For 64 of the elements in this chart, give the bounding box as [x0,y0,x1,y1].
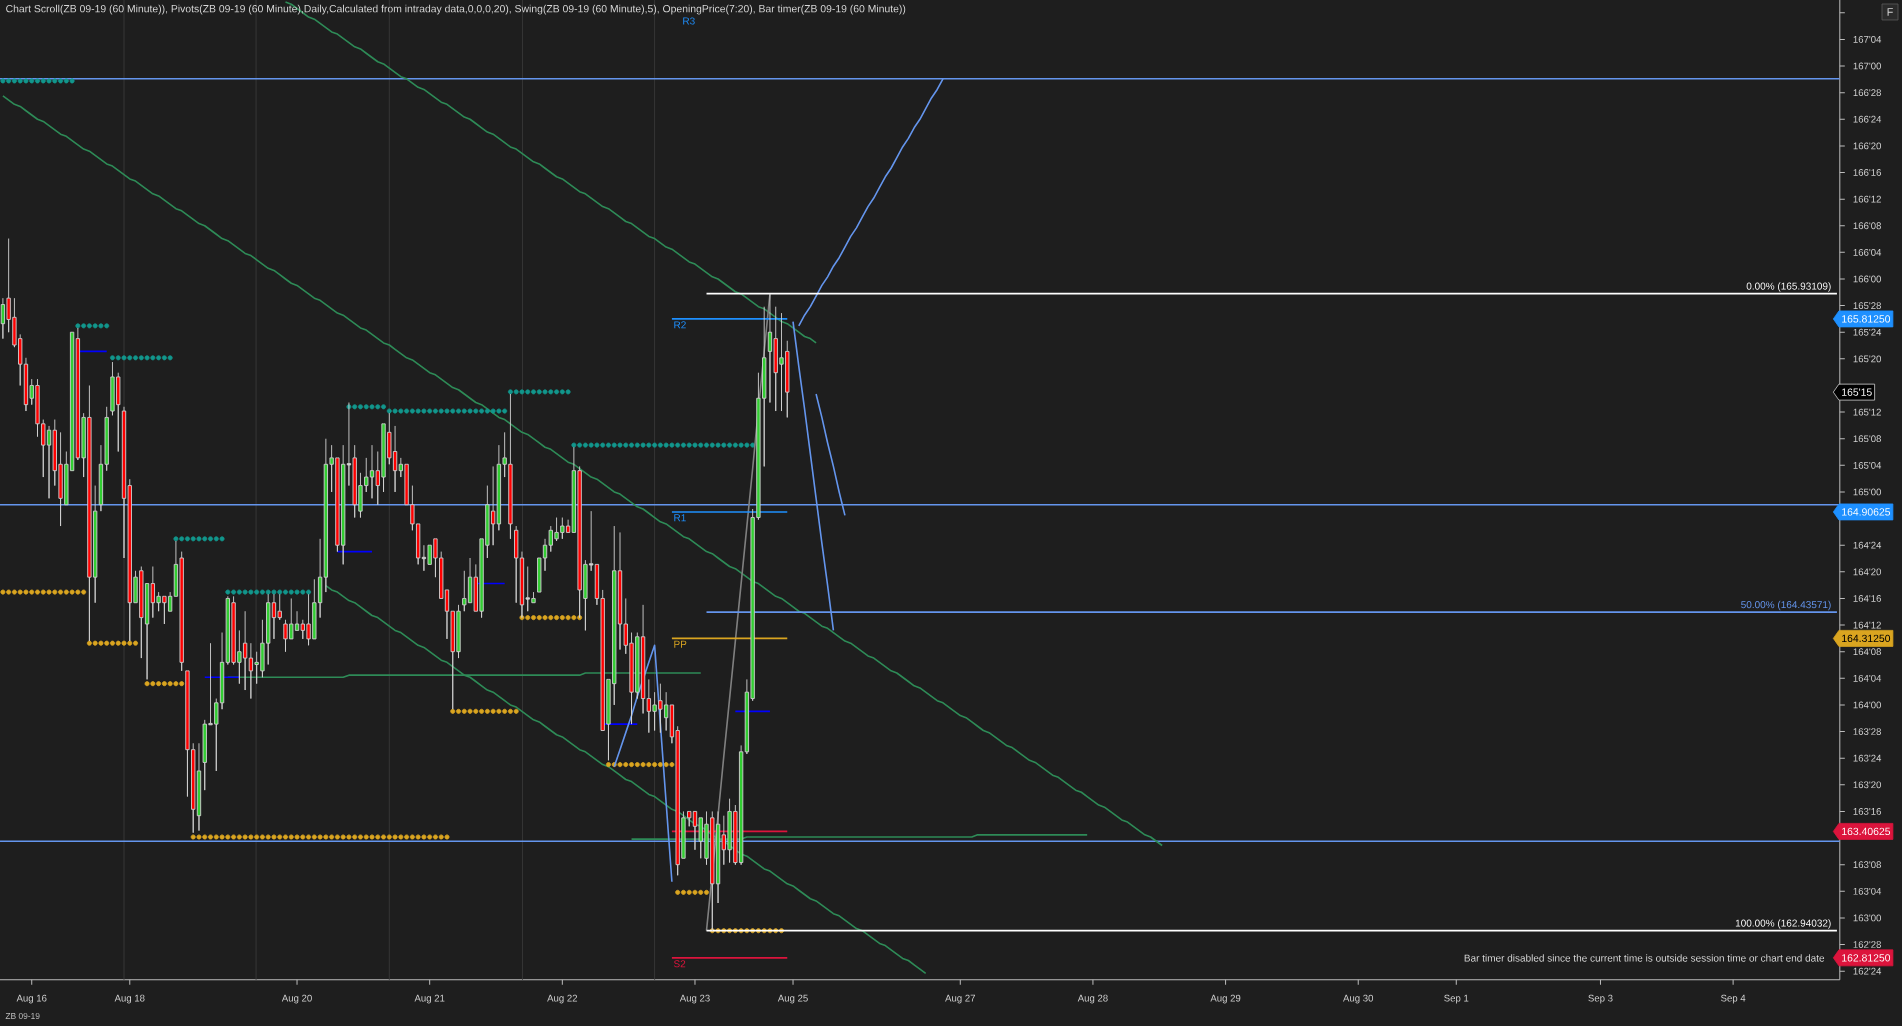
x-tick-label: Sep 4 [1721,994,1746,1004]
x-tick-label: Aug 29 [1210,994,1241,1004]
y-tick-label: 163.40625 [1842,827,1891,836]
y-tick-label: 164'08 [1853,648,1881,656]
x-tick-label: Aug 25 [777,994,808,1004]
y-tick-label: 164.31250 [1842,634,1891,643]
y-tick-label: 164'20 [1853,568,1882,576]
y-tick-label: 166'20 [1853,142,1882,150]
series-label: R1 [674,514,686,522]
series-label: S2 [673,960,686,968]
x-tick-label: Aug 16 [16,994,47,1004]
series-label: 0.00% (165.93109) [1746,282,1831,292]
y-tick-label: 165'04 [1853,461,1882,469]
x-tick-label: Aug 28 [1077,994,1108,1004]
x-tick-label: Sep 1 [1444,994,1469,1004]
y-tick-label: 163'24 [1853,754,1882,762]
x-tick-label: Aug 27 [945,994,975,1004]
y-tick-label: 166'04 [1853,248,1882,256]
y-tick-label: 166'16 [1853,169,1881,176]
y-tick-label: 165'00 [1853,488,1882,496]
text: F [1887,8,1893,16]
x-tick-label: Aug 22 [547,994,578,1004]
y-tick-label: 164'04 [1853,674,1882,682]
y-tick-label: 163'20 [1853,781,1882,789]
y-tick-label: 162'28 [1853,941,1881,948]
series-label: PP [674,640,687,648]
y-tick-label: 162.81250 [1842,954,1891,962]
y-tick-label: 163'16 [1853,808,1881,815]
y-tick-label: 164'12 [1853,621,1881,629]
x-tick-label: Aug 30 [1343,994,1374,1004]
y-tick-label: 162'24 [1853,967,1882,975]
y-tick-label: 166'28 [1853,89,1881,97]
y-tick-label: 165'20 [1853,355,1882,363]
x-tick-label: Aug 21 [414,994,445,1004]
series-label: 100.00% (162.94032) [1735,919,1831,929]
y-tick-label: 166'24 [1853,115,1882,123]
x-tick-label: Aug 18 [114,994,145,1004]
y-tick-label: 164'16 [1853,595,1881,602]
x-tick-label: Aug 23 [679,994,710,1004]
y-tick-label: 164'00 [1853,701,1882,709]
y-tick-label: 167'04 [1853,35,1882,43]
y-tick-label: 166'12 [1853,195,1881,203]
x-tick-label: Sep 3 [1588,994,1613,1004]
y-tick-label: 163'28 [1853,728,1881,735]
y-tick-label: 165'24 [1853,328,1882,336]
text: ZB 09-19 [5,1013,40,1019]
y-tick-label: 166'08 [1853,222,1881,230]
y-tick-label: 165'12 [1853,408,1881,416]
y-tick-label: 164'24 [1853,541,1882,549]
y-tick-label: 166'00 [1853,275,1882,283]
annotation: R3 [683,17,695,25]
y-tick-label: 167'00 [1853,62,1882,70]
series-label: 50.00% (164.43571) [1741,600,1831,611]
y-tick-label: 165'28 [1853,302,1881,310]
text: 165'15 [1842,388,1872,396]
y-tick-label: 163'04 [1853,887,1882,895]
y-tick-label: 165.81250 [1842,315,1891,323]
x-tick-label: Aug 20 [281,994,312,1004]
y-tick-label: 163'00 [1853,914,1882,922]
y-tick-label: 164.90625 [1842,508,1891,516]
series-label: R2 [674,321,686,329]
annotation: Bar timer disabled since the current time is outside session time or chart end date [1464,954,1825,962]
y-tick-label: 165'08 [1853,435,1881,443]
y-tick-label: 163'08 [1853,861,1881,869]
